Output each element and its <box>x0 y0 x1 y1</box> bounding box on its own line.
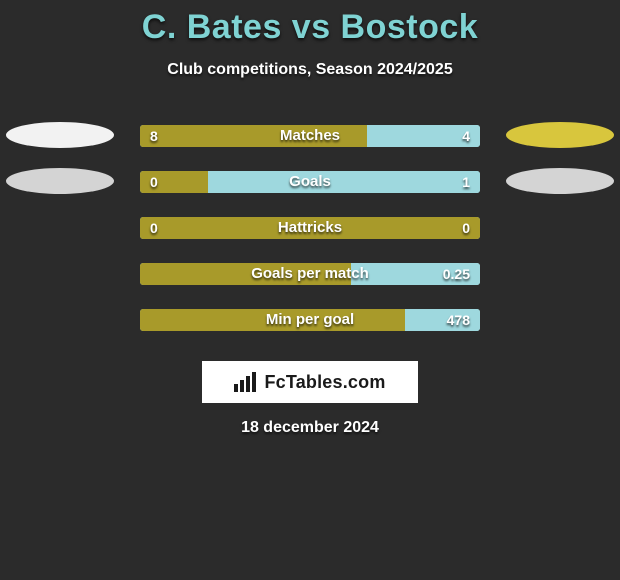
bar-fill-left <box>140 309 405 331</box>
bar-fill-right <box>351 263 480 285</box>
bar-track <box>140 263 480 285</box>
bar-track <box>140 217 480 239</box>
player-left-badge <box>6 122 114 148</box>
bar-track <box>140 309 480 331</box>
bar-track <box>140 171 480 193</box>
bar-fill-left <box>140 171 208 193</box>
logo-text: FcTables.com <box>264 372 385 393</box>
subtitle: Club competitions, Season 2024/2025 <box>0 61 620 79</box>
bar-fill-left <box>140 263 351 285</box>
bar-fill-left <box>140 125 367 147</box>
stat-row: Min per goal478 <box>0 301 620 347</box>
stat-row: Hattricks00 <box>0 209 620 255</box>
player-left-badge <box>6 168 114 194</box>
bar-fill-right <box>405 309 480 331</box>
bar-fill-right <box>208 171 480 193</box>
date-label: 18 december 2024 <box>0 419 620 437</box>
player-right-badge <box>506 122 614 148</box>
bar-chart-icon <box>234 372 258 392</box>
comparison-infographic: C. Bates vs Bostock Club competitions, S… <box>0 0 620 580</box>
source-logo: FcTables.com <box>202 361 418 403</box>
page-title: C. Bates vs Bostock <box>0 8 620 47</box>
player-right-badge <box>506 168 614 194</box>
stat-bars: Matches84Goals01Hattricks00Goals per mat… <box>0 117 620 347</box>
bar-track <box>140 125 480 147</box>
bar-fill-right <box>367 125 480 147</box>
stat-row: Goals01 <box>0 163 620 209</box>
stat-row: Matches84 <box>0 117 620 163</box>
bar-fill-left <box>140 217 480 239</box>
stat-row: Goals per match0.25 <box>0 255 620 301</box>
